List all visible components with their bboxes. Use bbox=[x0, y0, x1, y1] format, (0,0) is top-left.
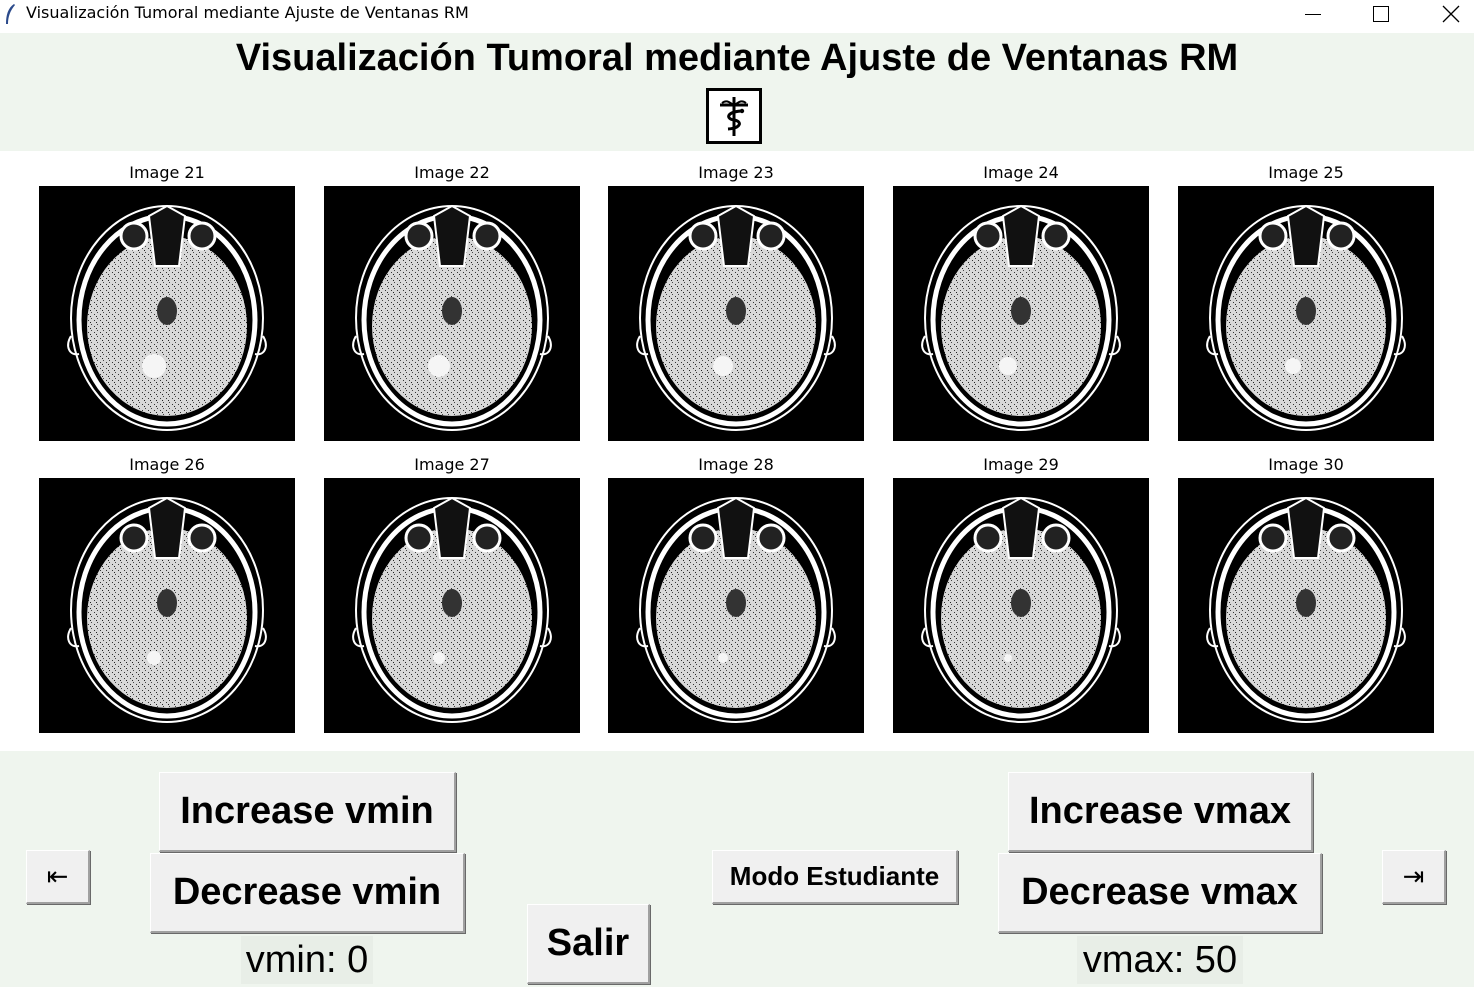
modo-estudiante-button[interactable]: Modo Estudiante bbox=[712, 850, 958, 904]
arrow-left-to-bar-icon: ⇤ bbox=[46, 861, 69, 891]
salir-button[interactable]: Salir bbox=[527, 904, 650, 984]
close-button[interactable] bbox=[1421, 0, 1474, 28]
header-panel: Visualización Tumoral mediante Ajuste de… bbox=[0, 33, 1474, 151]
image-caption: Image 26 bbox=[129, 455, 205, 474]
arrow-right-to-bar-icon: ⇥ bbox=[1402, 861, 1425, 891]
increase-vmax-button[interactable]: Increase vmax bbox=[1008, 772, 1313, 852]
image-caption: Image 25 bbox=[1268, 163, 1344, 182]
next-button[interactable]: ⇥ bbox=[1382, 850, 1446, 904]
window-titlebar: Visualización Tumoral mediante Ajuste de… bbox=[0, 0, 1474, 30]
previous-button[interactable]: ⇤ bbox=[26, 850, 90, 904]
minimize-button[interactable] bbox=[1283, 0, 1343, 28]
mri-slice-image bbox=[608, 478, 864, 733]
controls-panel: ⇤ Increase vmin Decrease vmin vmin: 0 Sa… bbox=[0, 751, 1474, 987]
image-caption: Image 23 bbox=[698, 163, 774, 182]
image-caption: Image 29 bbox=[983, 455, 1059, 474]
image-caption: Image 21 bbox=[129, 163, 205, 182]
image-caption: Image 28 bbox=[698, 455, 774, 474]
close-icon bbox=[1442, 5, 1460, 23]
vmax-label: vmax: 50 bbox=[1077, 936, 1243, 984]
image-caption: Image 22 bbox=[414, 163, 490, 182]
minimize-icon bbox=[1305, 13, 1321, 15]
mri-slice-image bbox=[893, 478, 1149, 733]
mri-slice-image bbox=[39, 478, 295, 733]
image-caption: Image 24 bbox=[983, 163, 1059, 182]
increase-vmin-button[interactable]: Increase vmin bbox=[159, 772, 456, 852]
window-title: Visualización Tumoral mediante Ajuste de… bbox=[26, 3, 469, 22]
maximize-icon bbox=[1373, 6, 1389, 22]
decrease-vmin-button[interactable]: Decrease vmin bbox=[150, 853, 465, 933]
image-caption: Image 30 bbox=[1268, 455, 1344, 474]
feather-icon bbox=[6, 4, 15, 24]
mri-slice-image bbox=[1178, 478, 1434, 733]
mri-slice-image bbox=[324, 186, 580, 441]
image-gallery: Image 21 Image 22 Image 23 Image 24 Imag… bbox=[0, 151, 1474, 751]
image-caption: Image 27 bbox=[414, 455, 490, 474]
vmin-label: vmin: 0 bbox=[241, 936, 373, 984]
mri-slice-image bbox=[324, 478, 580, 733]
mri-slice-image bbox=[608, 186, 864, 441]
caduceus-icon bbox=[706, 88, 762, 144]
mri-slice-image bbox=[893, 186, 1149, 441]
decrease-vmax-button[interactable]: Decrease vmax bbox=[998, 853, 1322, 933]
mri-slice-image bbox=[39, 186, 295, 441]
page-title: Visualización Tumoral mediante Ajuste de… bbox=[235, 37, 1239, 79]
mri-slice-image bbox=[1178, 186, 1434, 441]
maximize-button[interactable] bbox=[1351, 0, 1411, 28]
